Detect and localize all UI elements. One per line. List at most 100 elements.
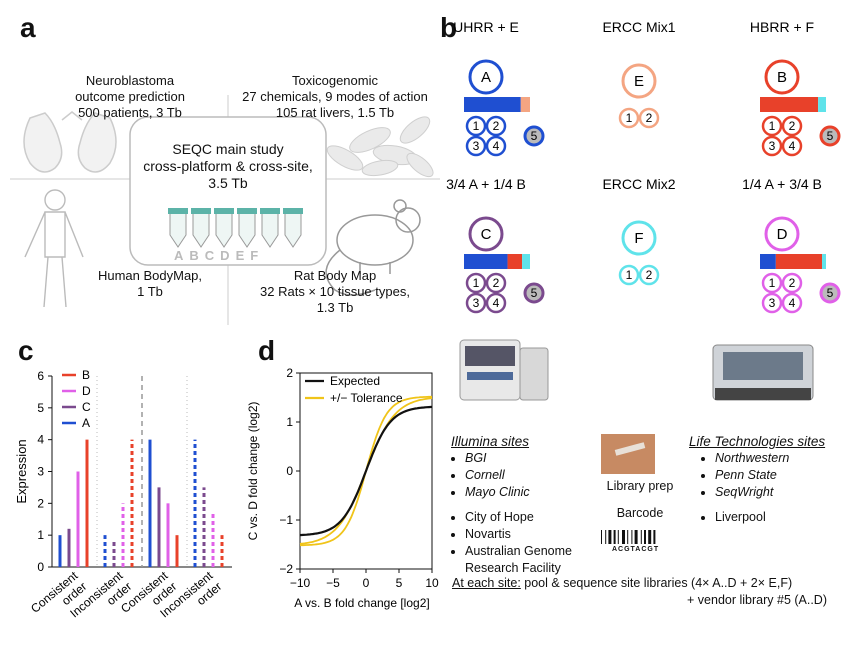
x-axis-label: A vs. B fold change [log2] <box>294 596 429 610</box>
replicate-circle <box>761 135 783 157</box>
sample-letter: F <box>634 230 643 247</box>
sample-letter: C <box>481 226 492 243</box>
barcode-stripe <box>608 530 612 544</box>
life-tech-title: Life Technologies sites <box>689 434 826 449</box>
sample-title: 3/4 A + 1/4 B <box>446 176 526 192</box>
composition-bar-segment <box>520 97 530 112</box>
replicate-circle <box>781 115 803 137</box>
replicate-number: 3 <box>473 296 480 310</box>
replicate-number: 1 <box>769 119 776 133</box>
illumina-title: Illumina sites <box>451 434 530 449</box>
barcode-stripe <box>648 530 652 544</box>
sample-title: 1/4 A + 3/4 B <box>742 176 822 192</box>
replicate-circle <box>761 272 783 294</box>
composition-bar-segment <box>760 254 776 269</box>
pills-illustration <box>326 116 434 178</box>
kidney-illustration <box>23 111 117 173</box>
replicate-circle <box>465 115 487 137</box>
vendor-library-circle <box>819 282 841 304</box>
barcode-stripe <box>653 530 656 544</box>
replicate-circle <box>485 292 507 314</box>
panel-b-label: b <box>440 12 458 43</box>
replicate-circle <box>465 135 487 157</box>
replicate-number: 3 <box>473 139 480 153</box>
vendor-library-number: 5 <box>827 129 834 143</box>
composition-bar-segment <box>522 254 530 269</box>
barcode-stripe <box>631 530 633 544</box>
sample-letter: B <box>777 69 787 86</box>
barcode-stripe <box>644 530 646 544</box>
y-tick-label: 0 <box>37 560 44 574</box>
composition-bar-segment <box>822 254 826 269</box>
y-tick-label: 0 <box>286 464 293 478</box>
barcode-stripe <box>601 530 602 544</box>
library-prep-label: Library prep <box>606 479 674 493</box>
replicate-circle <box>781 272 803 294</box>
sample-circle <box>468 216 504 252</box>
bodymap-text: Human BodyMap, 1 Tb <box>97 268 203 299</box>
replicate-number: 1 <box>626 111 633 125</box>
replicate-number: 2 <box>493 119 500 133</box>
replicate-circle <box>781 292 803 314</box>
replicate-circle <box>465 292 487 314</box>
y-tick-label: 3 <box>37 465 44 479</box>
y-tick-label: −2 <box>279 562 293 576</box>
panel-a-graphics <box>10 95 440 325</box>
main-study-text: SEQC main study cross-platform & cross-si… <box>143 141 313 191</box>
tube-letters: ABCDEF <box>174 248 265 263</box>
x-tick-label: 0 <box>363 576 370 590</box>
replicate-number: 4 <box>789 296 796 310</box>
legend-label: +/− Tolerance <box>330 391 403 405</box>
y-tick-label: 4 <box>37 433 44 447</box>
life-tech-sites: Life Technologies sites Northwestern Pen… <box>689 433 849 526</box>
legend-label: A <box>82 416 90 430</box>
composition-bar-segment <box>464 97 521 112</box>
vendor-library-circle <box>523 282 545 304</box>
replicate-number: 4 <box>493 139 500 153</box>
replicate-number: 1 <box>473 119 480 133</box>
neuroblastoma-text: Neuroblastoma outcome prediction 500 patie… <box>75 73 185 120</box>
panel-c-chart: 0123456ExpressionConsistentorderInconsis… <box>14 368 232 626</box>
panel-c-label: c <box>18 335 34 366</box>
y-tick-label: 2 <box>286 366 293 380</box>
panel-d-label: d <box>258 335 276 366</box>
replicate-number: 2 <box>646 268 653 282</box>
barcode-stripe <box>605 530 607 544</box>
legend-label: B <box>82 368 90 382</box>
replicate-circle <box>638 107 660 129</box>
sites-graphics <box>459 339 814 544</box>
replicate-number: 3 <box>769 139 776 153</box>
barcode-label: Barcode <box>616 506 664 520</box>
vendor-library-number: 5 <box>531 286 538 300</box>
composition-bar-segment <box>464 254 508 269</box>
replicate-circle <box>485 272 507 294</box>
vendor-text-line: + vendor library #5 (A..D) <box>687 593 827 607</box>
sample-title: ERCC Mix1 <box>602 19 675 35</box>
legend-label: D <box>82 384 91 398</box>
replicate-number: 4 <box>789 139 796 153</box>
sample-tubes <box>168 208 303 248</box>
y-tick-label: 6 <box>37 369 44 383</box>
sample-title: ERCC Mix2 <box>602 176 675 192</box>
sample-title: HBRR + F <box>750 19 814 35</box>
barcode-icon <box>601 530 656 544</box>
barcode-stripe <box>627 530 629 544</box>
sample-circle <box>764 216 800 252</box>
barcode-stripe <box>634 530 638 544</box>
y-tick-label: 1 <box>37 528 44 542</box>
group-label: Consistentorder <box>28 568 90 626</box>
sample-letter: D <box>777 226 788 243</box>
vendor-library-number: 5 <box>827 286 834 300</box>
expected-line <box>299 405 433 537</box>
replicate-number: 1 <box>473 276 480 290</box>
replicate-circle <box>761 292 783 314</box>
sample-circle <box>468 59 504 95</box>
x-tick-label: 10 <box>425 576 439 590</box>
vendor-library-circle <box>523 125 545 147</box>
y-tick-label: −1 <box>279 513 293 527</box>
human-figure-illustration <box>24 189 84 308</box>
replicate-number: 2 <box>789 276 796 290</box>
